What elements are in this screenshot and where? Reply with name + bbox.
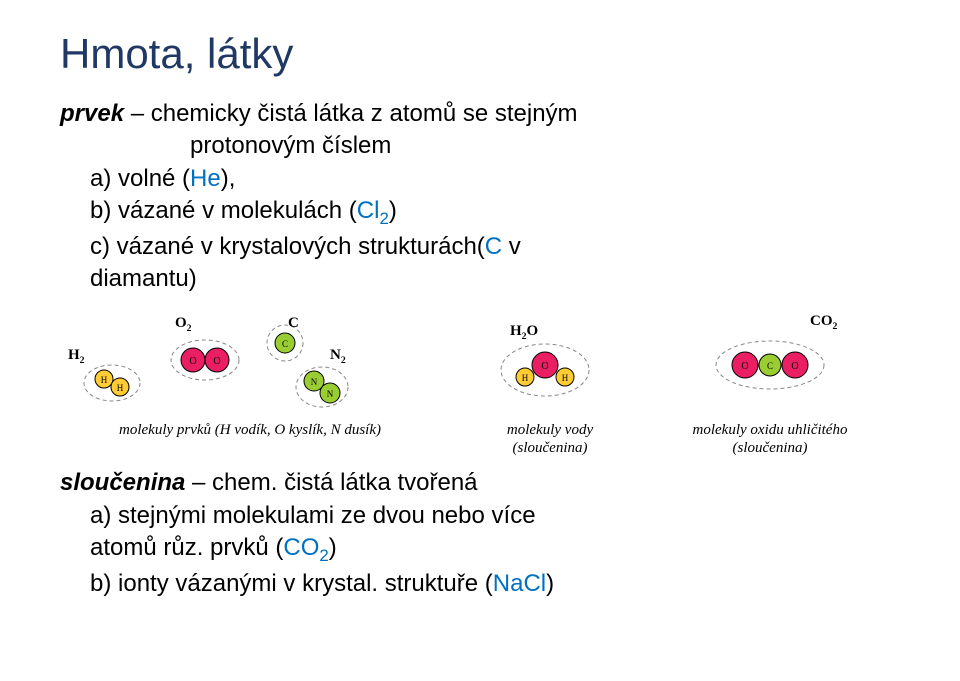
- sl-a2: atomů růz. prvků (CO2): [90, 532, 910, 567]
- molecule-diagram: H2 O2 C N2 H H O O: [60, 305, 910, 457]
- diagram-elements: H2 O2 C N2 H H O O: [60, 305, 440, 439]
- opt-b-pre: b) vázané v molekulách (: [90, 197, 357, 224]
- svg-text:N: N: [327, 389, 334, 399]
- svg-text:H: H: [117, 383, 124, 393]
- opt-a: a) volné (He),: [90, 163, 910, 195]
- line-prvek: prvek – chemicky čistá látka z atomů se …: [60, 98, 910, 130]
- opt-c: c) vázané v krystalových strukturách(C v: [90, 231, 910, 263]
- label-co2: CO2: [810, 313, 837, 332]
- sl-b: b) ionty vázanými v krystal. struktuře (…: [90, 568, 910, 600]
- svg-text:H: H: [101, 375, 108, 385]
- opt-b-sub: 2: [379, 209, 388, 228]
- diagram-water: H2O O H H molekuly vody(sloučenina): [450, 305, 650, 457]
- opt-b: b) vázané v molekulách (Cl2): [90, 195, 910, 230]
- sl-a2-post: ): [329, 534, 337, 561]
- line-sloucenina: sloučenina – chem. čistá látka tvořená: [60, 467, 910, 499]
- slide-title: Hmota, látky: [60, 30, 910, 78]
- svg-text:H: H: [562, 373, 569, 383]
- sl-b-nacl: NaCl: [493, 570, 546, 597]
- opt-b-post: ): [389, 197, 397, 224]
- line-prvek-cont: protonovým číslem: [190, 130, 910, 162]
- svg-co2: O C O: [660, 305, 880, 415]
- svg-text:C: C: [767, 361, 773, 371]
- prvek-rest: – chemicky čistá látka z atomů se stejný…: [124, 100, 578, 127]
- label-o2: O2: [175, 315, 192, 334]
- opt-c-c: C: [485, 233, 502, 260]
- caption-water: molekuly vody(sloučenina): [507, 421, 593, 457]
- opt-a-post: ),: [221, 165, 236, 192]
- sl-b-post: ): [546, 570, 554, 597]
- opt-c-cont: diamantu): [90, 263, 910, 295]
- label-n2: N2: [330, 347, 346, 366]
- body-text-2: sloučenina – chem. čistá látka tvořená a…: [60, 467, 910, 600]
- sl-b-pre: b) ionty vázanými v krystal. struktuře (: [90, 570, 493, 597]
- svg-text:O: O: [541, 361, 548, 372]
- slouc-label: sloučenina: [60, 469, 185, 496]
- svg-text:C: C: [282, 339, 288, 349]
- opt-c-pre: c) vázané v krystalových strukturách(: [90, 233, 485, 260]
- slouc-rest: – chem. čistá látka tvořená: [185, 469, 477, 496]
- sl-a2-sub: 2: [319, 546, 328, 565]
- diagram-co2: CO2 O C O molekuly oxidu uhličitého(slou…: [660, 305, 880, 457]
- sl-a2-co2: CO: [283, 534, 319, 561]
- prvek-label: prvek: [60, 100, 124, 127]
- svg-text:O: O: [213, 356, 220, 367]
- opt-b-cl: Cl: [357, 197, 380, 224]
- svg-elements: H H O O C N: [60, 305, 440, 415]
- caption-co2: molekuly oxidu uhličitého(sloučenina): [693, 421, 848, 457]
- svg-water: O H H: [450, 305, 650, 415]
- label-h2: H2: [68, 347, 85, 366]
- opt-a-he: He: [190, 165, 221, 192]
- caption-elements: molekuly prvků (H vodík, O kyslík, N dus…: [119, 421, 381, 439]
- sl-a: a) stejnými molekulami ze dvou nebo více: [90, 500, 910, 532]
- sl-a2-pre: atomů růz. prvků (: [90, 534, 283, 561]
- svg-text:O: O: [189, 356, 196, 367]
- svg-text:N: N: [311, 377, 318, 387]
- svg-text:O: O: [741, 361, 748, 372]
- svg-text:H: H: [522, 373, 529, 383]
- opt-c-post: v: [502, 233, 521, 260]
- opt-a-pre: a) volné (: [90, 165, 190, 192]
- svg-text:O: O: [791, 361, 798, 372]
- label-c: C: [288, 315, 299, 332]
- label-h2o: H2O: [510, 323, 538, 342]
- body-text: prvek – chemicky čistá látka z atomů se …: [60, 98, 910, 295]
